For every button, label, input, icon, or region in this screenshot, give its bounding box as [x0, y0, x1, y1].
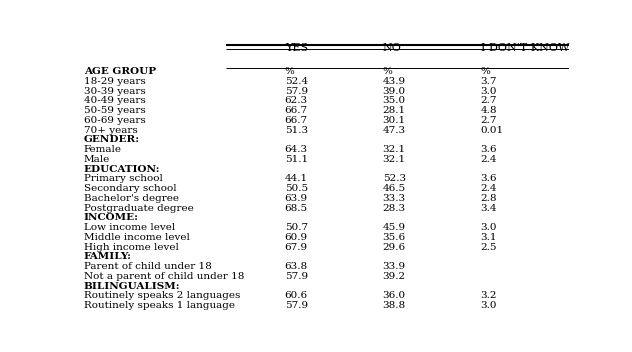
Text: INCOME:: INCOME:	[84, 213, 139, 222]
Text: 51.1: 51.1	[284, 155, 308, 164]
Text: 46.5: 46.5	[383, 184, 406, 193]
Text: Parent of child under 18: Parent of child under 18	[84, 262, 212, 271]
Text: 33.9: 33.9	[383, 262, 406, 271]
Text: EDUCATION:: EDUCATION:	[84, 165, 161, 174]
Text: 2.8: 2.8	[481, 194, 497, 203]
Text: 38.8: 38.8	[383, 301, 406, 310]
Text: 45.9: 45.9	[383, 223, 406, 232]
Text: Not a parent of child under 18: Not a parent of child under 18	[84, 272, 245, 281]
Text: 44.1: 44.1	[284, 174, 308, 183]
Text: 57.9: 57.9	[284, 272, 308, 281]
Text: 29.6: 29.6	[383, 243, 406, 252]
Text: 60-69 years: 60-69 years	[84, 116, 145, 125]
Text: 0.01: 0.01	[481, 126, 504, 134]
Text: 3.2: 3.2	[481, 291, 497, 301]
Text: Secondary school: Secondary school	[84, 184, 176, 193]
Text: 18-29 years: 18-29 years	[84, 77, 145, 86]
Text: 40-49 years: 40-49 years	[84, 96, 145, 105]
Text: 39.2: 39.2	[383, 272, 406, 281]
Text: 60.9: 60.9	[284, 233, 308, 242]
Text: BILINGUALISM:: BILINGUALISM:	[84, 282, 181, 291]
Text: 33.3: 33.3	[383, 194, 406, 203]
Text: 4.8: 4.8	[481, 106, 497, 115]
Text: I DON'T KNOW: I DON'T KNOW	[481, 43, 569, 53]
Text: 3.7: 3.7	[481, 77, 497, 86]
Text: 47.3: 47.3	[383, 126, 406, 134]
Text: 2.4: 2.4	[481, 155, 497, 164]
Text: 66.7: 66.7	[284, 116, 308, 125]
Text: Female: Female	[84, 145, 122, 154]
Text: 50-59 years: 50-59 years	[84, 106, 145, 115]
Text: 2.7: 2.7	[481, 96, 497, 105]
Text: Postgraduate degree: Postgraduate degree	[84, 203, 193, 213]
Text: 3.0: 3.0	[481, 87, 497, 95]
Text: 3.0: 3.0	[481, 301, 497, 310]
Text: 68.5: 68.5	[284, 203, 308, 213]
Text: 3.4: 3.4	[481, 203, 497, 213]
Text: 32.1: 32.1	[383, 145, 406, 154]
Text: 35.0: 35.0	[383, 96, 406, 105]
Text: AGE GROUP: AGE GROUP	[84, 67, 156, 76]
Text: Male: Male	[84, 155, 110, 164]
Text: 2.7: 2.7	[481, 116, 497, 125]
Text: 30.1: 30.1	[383, 116, 406, 125]
Text: Primary school: Primary school	[84, 174, 163, 183]
Text: FAMILY:: FAMILY:	[84, 252, 132, 262]
Text: 28.3: 28.3	[383, 203, 406, 213]
Text: 57.9: 57.9	[284, 301, 308, 310]
Text: 3.6: 3.6	[481, 174, 497, 183]
Text: 50.7: 50.7	[284, 223, 308, 232]
Text: 2.4: 2.4	[481, 184, 497, 193]
Text: 52.4: 52.4	[284, 77, 308, 86]
Text: 35.6: 35.6	[383, 233, 406, 242]
Text: Routinely speaks 1 language: Routinely speaks 1 language	[84, 301, 235, 310]
Text: 67.9: 67.9	[284, 243, 308, 252]
Text: 3.6: 3.6	[481, 145, 497, 154]
Text: 62.3: 62.3	[284, 96, 308, 105]
Text: 57.9: 57.9	[284, 87, 308, 95]
Text: 2.5: 2.5	[481, 243, 497, 252]
Text: Routinely speaks 2 languages: Routinely speaks 2 languages	[84, 291, 240, 301]
Text: 43.9: 43.9	[383, 77, 406, 86]
Text: 52.3: 52.3	[383, 174, 406, 183]
Text: GENDER:: GENDER:	[84, 135, 140, 144]
Text: 36.0: 36.0	[383, 291, 406, 301]
Text: 60.6: 60.6	[284, 291, 308, 301]
Text: NO: NO	[383, 43, 401, 53]
Text: YES: YES	[284, 43, 308, 53]
Text: 51.3: 51.3	[284, 126, 308, 134]
Text: 30-39 years: 30-39 years	[84, 87, 145, 95]
Text: 3.1: 3.1	[481, 233, 497, 242]
Text: 28.1: 28.1	[383, 106, 406, 115]
Text: 63.9: 63.9	[284, 194, 308, 203]
Text: Bachelor's degree: Bachelor's degree	[84, 194, 179, 203]
Text: 70+ years: 70+ years	[84, 126, 138, 134]
Text: 66.7: 66.7	[284, 106, 308, 115]
Text: %: %	[284, 67, 295, 76]
Text: 39.0: 39.0	[383, 87, 406, 95]
Text: %: %	[383, 67, 392, 76]
Text: Low income level: Low income level	[84, 223, 175, 232]
Text: 32.1: 32.1	[383, 155, 406, 164]
Text: 3.0: 3.0	[481, 223, 497, 232]
Text: 50.5: 50.5	[284, 184, 308, 193]
Text: High income level: High income level	[84, 243, 179, 252]
Text: Middle income level: Middle income level	[84, 233, 190, 242]
Text: %: %	[481, 67, 490, 76]
Text: 64.3: 64.3	[284, 145, 308, 154]
Text: 63.8: 63.8	[284, 262, 308, 271]
